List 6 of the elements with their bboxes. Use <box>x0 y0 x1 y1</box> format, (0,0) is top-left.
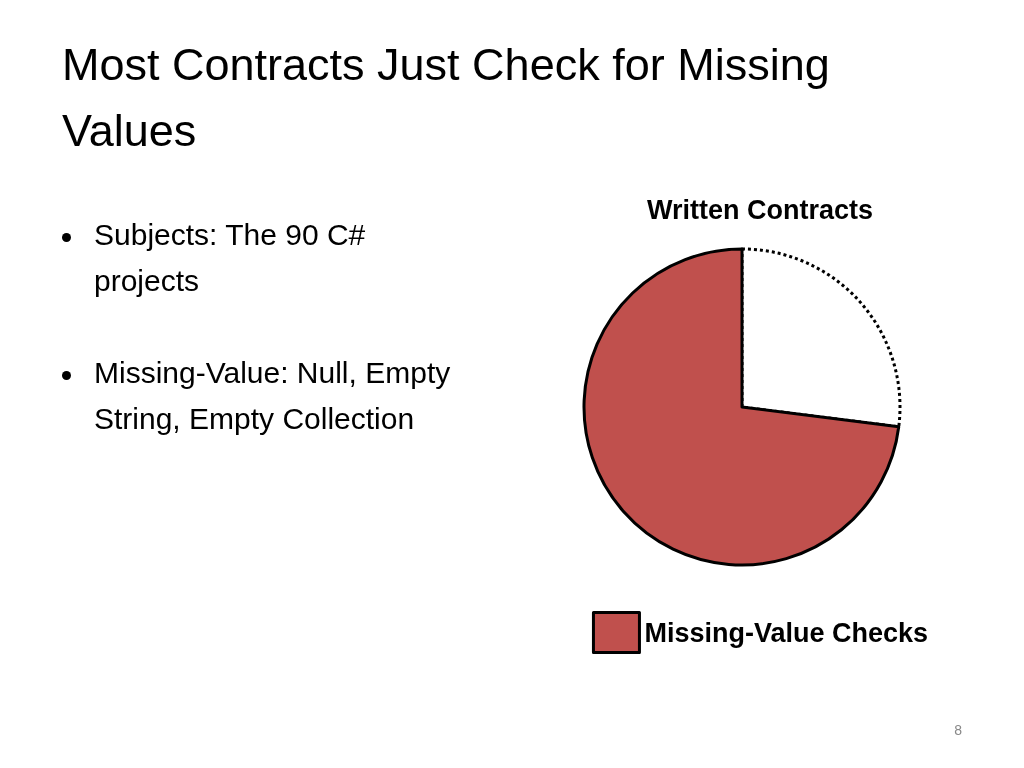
chart-subtitle: Written Contracts <box>646 194 874 225</box>
legend-label: Missing-Value Checks <box>644 617 929 648</box>
text: Subjects: The 90 C# projects <box>93 217 367 299</box>
text: 8 <box>954 722 962 738</box>
chart-title: Most Contracts Just Check for Missing Values <box>62 38 831 158</box>
text: Missing-Value: Null, Empty String, Empty Collection <box>93 355 452 437</box>
